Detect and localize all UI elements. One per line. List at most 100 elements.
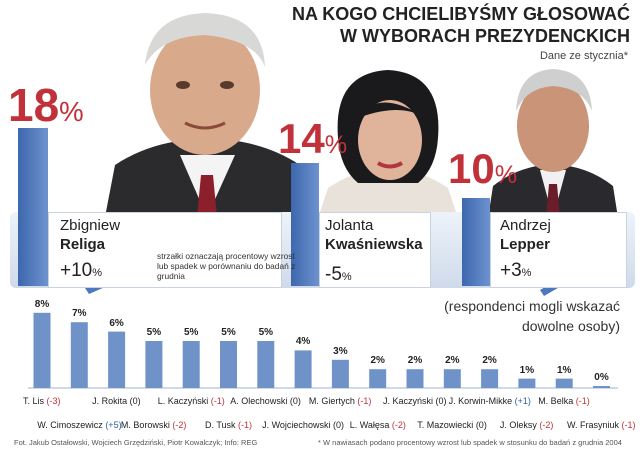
candidate-label-14: M. Belka (-1) (538, 396, 590, 406)
lastname-kwasniewska: Kwaśniewska (325, 236, 423, 253)
value-label-7: 4% (295, 336, 311, 348)
candidate-name-4: L. Kaczyński (157, 396, 211, 406)
candidate-label-9: L. Wałęsa (-2) (350, 420, 406, 430)
value-label-8: 3% (333, 345, 348, 357)
title-line-1: NA KOGO CHCIELIBYŚMY GŁOSOWAĆ (291, 4, 630, 24)
value-label-10: 2% (407, 355, 423, 367)
bar-1 (70, 322, 88, 388)
portrait-religa (105, 13, 310, 217)
bar-0 (33, 312, 51, 388)
credits: Fot. Jakub Ostałowski, Wojciech Grzędziń… (14, 438, 258, 447)
value-label-6: 5% (258, 327, 274, 338)
panel-lepper (490, 212, 627, 288)
bar-14 (555, 378, 573, 388)
lastname-religa: Religa (60, 236, 106, 253)
respondents-note-line-1: (respondenci mogli wskazać (444, 298, 620, 314)
bar-7 (294, 350, 312, 388)
panel-kwasniewska (319, 212, 431, 288)
change-religa: +10% (60, 260, 103, 281)
candidate-label-15: W. Frasyniuk (-1) (567, 420, 636, 430)
value-label-0: 8% (34, 298, 50, 310)
pct-kwasniewska: 14% (278, 115, 348, 162)
title-line-2: W WYBORACH PREZYDENCKICH (340, 26, 630, 46)
subtitle: Dane ze stycznia* (539, 50, 628, 62)
value-label-4: 5% (183, 327, 199, 338)
portrait-lepper (488, 69, 618, 218)
top-bar-kwasniewska (291, 163, 319, 286)
candidate-change-4: (-1) (210, 396, 225, 406)
bar-8 (331, 359, 349, 388)
candidate-name-6: A. Olechowski (230, 396, 290, 406)
candidate-name-8: M. Giertych (308, 396, 358, 406)
bar-10 (406, 369, 424, 388)
value-label-14: 1% (556, 364, 572, 376)
respondents-note: (respondenci mogli wskazać dowolne osoby… (444, 296, 620, 336)
lastname-lepper: Lepper (500, 236, 551, 253)
bar-3 (145, 341, 163, 388)
candidate-change-11: (0) (475, 420, 487, 430)
candidate-label-1: W. Cimoszewicz (+5) (37, 420, 121, 430)
candidate-name-2: J. Rokita (92, 396, 130, 406)
value-label-9: 2% (370, 355, 385, 367)
bar-13 (518, 378, 536, 388)
value-label-13: 1% (519, 364, 535, 376)
candidate-label-2: J. Rokita (0) (92, 396, 141, 406)
bar-12 (481, 369, 499, 388)
firstname-lepper: Andrzej (500, 217, 551, 234)
value-label-11: 2% (445, 355, 460, 367)
change-lepper: +3% (500, 260, 532, 281)
candidate-name-1: W. Cimoszewicz (37, 420, 106, 430)
candidate-label-7: J. Wojciechowski (0) (262, 420, 344, 430)
change-kwasniewska: -5% (325, 264, 352, 285)
name-lepper: Andrzej Lepper (500, 216, 551, 254)
name-kwasniewska: Jolanta Kwaśniewska (325, 216, 423, 254)
candidate-label-0: T. Lis (-3) (23, 396, 61, 406)
candidate-change-5: (-1) (238, 420, 253, 430)
candidate-change-10: (0) (435, 396, 447, 406)
candidate-label-8: M. Giertych (-1) (309, 396, 372, 406)
candidate-label-13: J. Oleksy (-2) (500, 420, 554, 430)
candidate-name-10: J. Kaczyński (383, 396, 436, 406)
panel-religa (48, 212, 282, 288)
candidate-label-4: L. Kaczyński (-1) (158, 396, 225, 406)
top-bar-religa (18, 128, 48, 286)
portrait-kwasniewska (318, 70, 458, 218)
candidate-name-12: J. Korwin-Mikke (448, 396, 515, 406)
value-label-5: 5% (221, 327, 236, 338)
candidate-change-9: (-2) (391, 420, 406, 430)
bar-9 (369, 369, 387, 388)
candidate-change-0: (-3) (46, 396, 61, 406)
candidate-name-11: T. Mazowiecki (417, 420, 476, 430)
bar-11 (443, 369, 461, 388)
arrow-note: strzałki oznaczają procentowy wzrost lub… (157, 251, 296, 281)
candidate-name-15: W. Frasyniuk (567, 420, 622, 430)
candidate-change-3: (-2) (172, 420, 187, 430)
firstname-kwasniewska: Jolanta (325, 217, 374, 234)
candidate-label-6: A. Olechowski (0) (230, 396, 301, 406)
candidate-name-9: L. Wałęsa (349, 420, 392, 430)
candidate-name-14: M. Belka (538, 396, 576, 406)
value-label-15: 0% (594, 372, 609, 383)
respondents-note-line-2: dowolne osoby) (521, 318, 620, 334)
value-label-3: 5% (146, 327, 162, 338)
candidate-name-13: J. Oleksy (499, 420, 540, 430)
value-label-12: 2% (482, 355, 497, 367)
footnote: * W nawiasach podano procentowy wzrost l… (318, 438, 622, 447)
candidate-label-10: J. Kaczyński (0) (383, 396, 447, 406)
candidate-label-12: J. Korwin-Mikke (+1) (449, 396, 531, 406)
candidate-change-13: (-2) (539, 420, 554, 430)
bar-6 (257, 341, 275, 388)
pct-religa: 18% (8, 79, 84, 131)
value-label-1: 7% (72, 308, 87, 320)
firstname-religa: Zbigniew (60, 217, 121, 234)
candidate-label-11: T. Mazowiecki (0) (417, 420, 487, 430)
bar-15 (593, 386, 610, 388)
candidate-change-12: (+1) (514, 396, 531, 406)
candidate-change-14: (-1) (575, 396, 590, 406)
candidate-name-3: M. Borowski (120, 420, 173, 430)
candidate-label-5: D. Tusk (-1) (205, 420, 252, 430)
value-label-2: 6% (109, 317, 124, 329)
candidate-change-8: (-1) (357, 396, 372, 406)
